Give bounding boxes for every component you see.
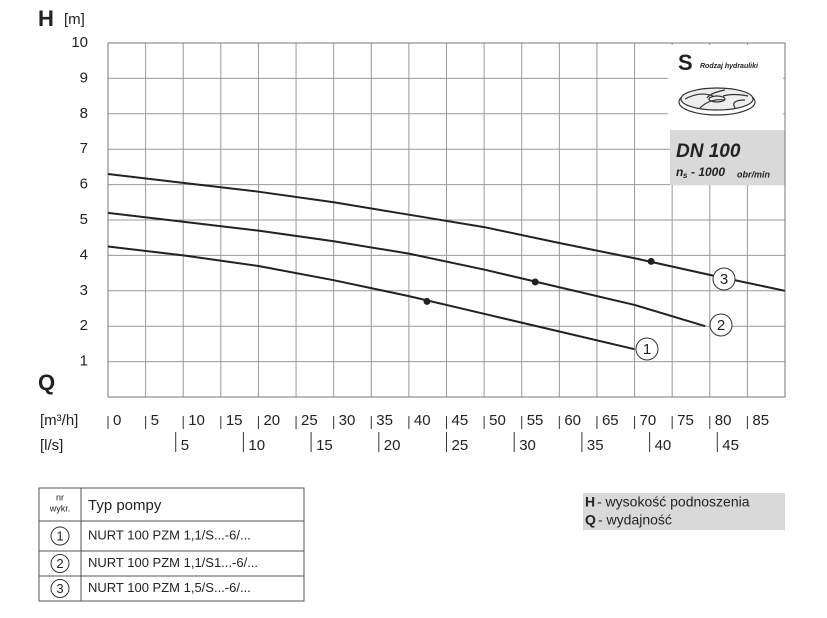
x2-tick-label: 30 [519,437,536,454]
x-tick-label: 55 [527,412,544,429]
y-tick-label: 9 [80,69,88,86]
note-symbol: H [585,494,595,510]
y-tick-label: 4 [80,246,88,263]
inset-n-sub: s [683,171,688,180]
inset-speed: - 1000 [691,165,725,179]
y-tick-label: 6 [80,176,88,193]
x-tick-label: 40 [414,412,431,429]
x2-unit: [l/s] [40,437,63,454]
curve-label: 1 [643,341,651,358]
curve-label: 2 [717,317,725,334]
plot-frame [107,42,786,398]
table-header: Typ pompy [88,497,162,514]
operating-point [423,297,431,305]
x-tick-label: 45 [452,412,469,429]
x2-tick-label: 40 [655,437,672,454]
x-tick-label: 0 [113,412,121,429]
curves: 1 2 3 [107,172,786,361]
x-tick-label: 20 [263,412,280,429]
pump-curve [107,211,706,328]
curve-label: 3 [720,271,728,288]
y-tick-label: 3 [80,282,88,299]
y-symbol: H [38,6,54,31]
table-header: wykr. [49,503,71,513]
x-tick-label: 10 [188,412,205,429]
row-number-circle [50,579,70,598]
x-tick-label: 15 [226,412,243,429]
x-tick-label: 80 [715,412,732,429]
operating-point [647,257,655,265]
inset-caption: Rodzaj hydrauliki [700,63,759,70]
row-number: 1 [56,528,63,543]
row-number: 3 [56,581,63,596]
table-header: nr [56,492,64,502]
y-tick-label: 10 [71,34,88,51]
curve-label-circle [709,313,733,337]
x-tick-label: 65 [602,412,619,429]
inset-bg [668,45,783,130]
x-tick-label: 75 [677,412,694,429]
row-pump-type: NURT 100 PZM 1,5/S...-6/... [88,580,251,595]
pump-curve [107,245,635,351]
y-tick-label: 1 [80,353,88,370]
x2-tick-label: 10 [248,437,265,454]
inset-box [670,130,785,185]
x-tick-label: 85 [752,412,769,429]
x-tick-label: 50 [489,412,506,429]
x2-tick-label: 45 [722,437,739,454]
table [38,487,305,602]
operating-point [531,278,539,286]
x2-tick-label: 20 [384,437,401,454]
y-tick-label: 2 [80,317,88,334]
x-unit: [m³/h] [40,412,78,429]
inset-speed-unit: obr/min [737,169,771,179]
inset-letter: S [678,50,693,75]
y-tick-label: 7 [80,140,88,157]
pump-curve [107,172,786,292]
x2-tick-label: 25 [452,437,469,454]
x-tick-label: 25 [301,412,318,429]
note-symbol: Q [585,512,596,528]
note-text: - wysokość podnoszenia [597,494,750,510]
table-rows: 1 NURT 100 PZM 1,1/S...-6/... 2 NURT 100 PZ… [50,526,258,598]
x2-tick-label: 35 [587,437,604,454]
curve-label-circle [712,267,736,291]
row-pump-type: NURT 100 PZM 1,1/S1...-6/... [88,555,258,570]
notes-box [583,493,785,530]
inset-n: n [676,165,683,179]
row-pump-type: NURT 100 PZM 1,1/S...-6/... [88,527,251,542]
x2-tick-label: 15 [316,437,333,454]
y-tick-label: 5 [80,211,88,228]
impeller-icon [678,87,756,116]
x-tick-label: 70 [640,412,657,429]
grid [107,42,785,397]
x-symbol: Q [38,370,55,395]
x-tick-label: 35 [376,412,393,429]
inset-dn: DN 100 [676,141,741,162]
y-tick-label: 8 [80,105,88,122]
row-number-circle [50,554,70,573]
x2-tick-label: 5 [181,437,189,454]
x-tick-label: 60 [564,412,581,429]
note-text: - wydajność [598,512,672,528]
x-tick-label: 30 [339,412,356,429]
row-number-circle [50,526,70,546]
row-number: 2 [56,556,63,571]
y-unit: [m] [64,11,85,28]
curve-label-circle [635,337,659,361]
x-tick-label: 5 [151,412,159,429]
